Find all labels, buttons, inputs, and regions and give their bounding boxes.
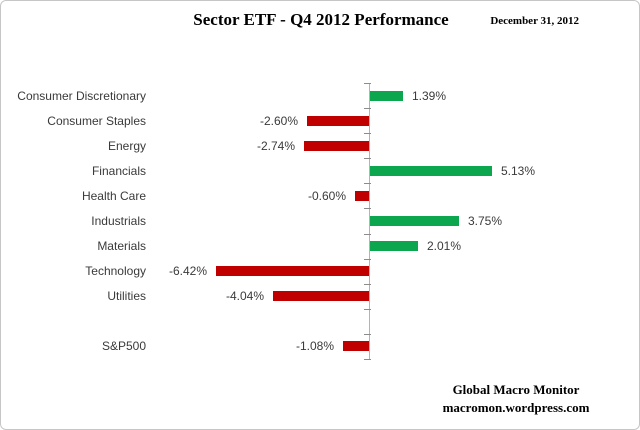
value-label: -6.42% [168,264,207,278]
bar-positive [370,241,418,251]
axis-tick [364,309,371,310]
bar-negative [304,141,369,151]
axis-tick [364,133,371,134]
category-label: Consumer Staples [47,114,146,128]
axis-tick [364,334,371,335]
category-label: Health Care [81,189,146,203]
chart-date: December 31, 2012 [490,15,579,27]
bar-negative [355,191,369,201]
bar-negative [273,291,369,301]
category-label: Consumer Discretionary [17,89,146,103]
axis-tick [364,208,371,209]
axis-tick [364,158,371,159]
attribution-name: Global Macro Monitor [452,382,580,397]
bar-positive [370,216,459,226]
value-label: -0.60% [307,189,346,203]
category-label: Utilities [107,289,146,303]
category-label: Materials [97,239,146,253]
axis-tick [364,359,371,360]
value-label: -1.08% [295,339,334,353]
chart-attribution: Global Macro Monitor macromon.wordpress.… [416,381,616,417]
bar-negative [343,341,369,351]
category-label: Energy [107,139,146,153]
chart-title: Sector ETF - Q4 2012 Performance [193,10,449,29]
bar-positive [370,166,492,176]
axis-tick [364,259,371,260]
value-label: -2.60% [259,114,298,128]
attribution-url: macromon.wordpress.com [442,400,590,415]
category-axis-line [369,83,370,359]
value-label: -4.04% [225,289,264,303]
value-label: -2.74% [256,139,295,153]
category-label: Financials [91,164,146,178]
axis-tick [364,234,371,235]
category-label: S&P500 [101,339,146,353]
axis-tick [364,183,371,184]
category-label: Industrials [91,214,146,228]
value-label: 1.39% [412,89,447,103]
bar-negative [216,266,369,276]
axis-tick [364,108,371,109]
category-label: Technology [85,264,146,278]
bar-negative [307,116,369,126]
value-label: 2.01% [427,239,462,253]
value-label: 5.13% [501,164,536,178]
axis-tick [364,83,371,84]
axis-tick [364,284,371,285]
bar-positive [370,91,403,101]
value-label: 3.75% [468,214,503,228]
